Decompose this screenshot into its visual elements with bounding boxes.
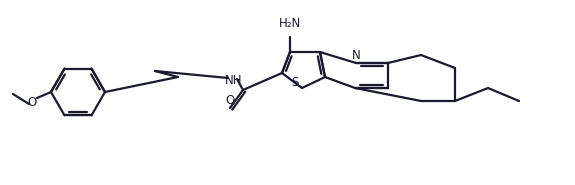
Text: O: O (28, 95, 37, 108)
Text: O: O (225, 93, 235, 107)
Text: S: S (292, 75, 298, 88)
Text: N: N (352, 48, 361, 61)
Text: H₂N: H₂N (279, 16, 301, 29)
Text: NH: NH (225, 73, 243, 87)
